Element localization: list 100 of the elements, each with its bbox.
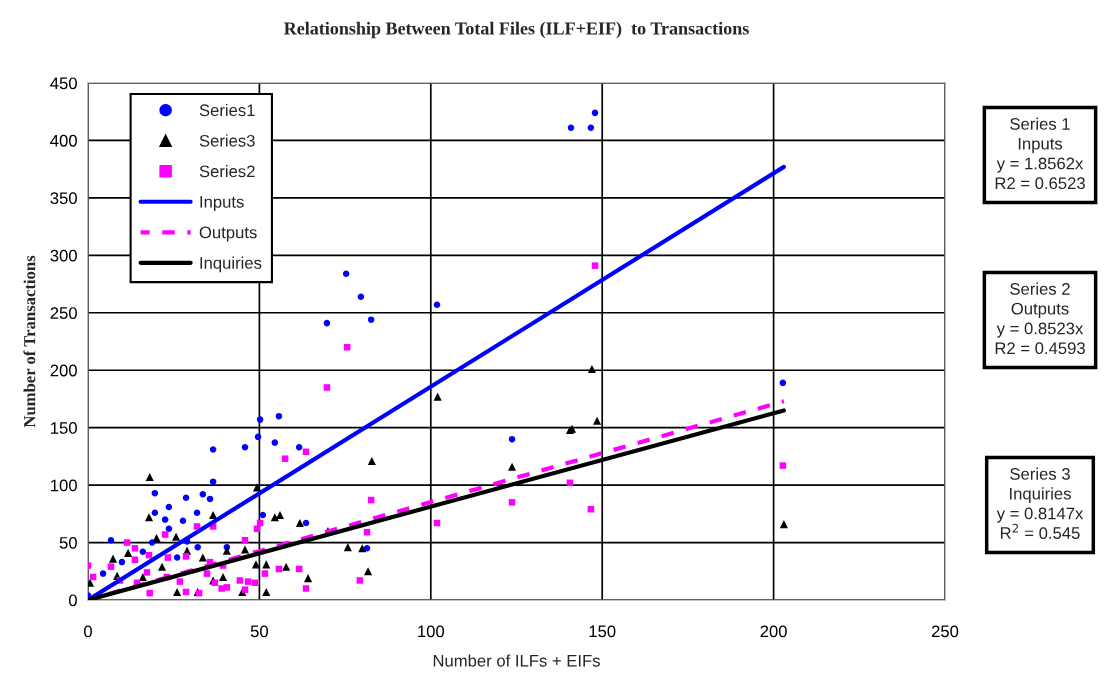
- point: [179, 517, 187, 524]
- y-tick-label: 450: [50, 77, 77, 90]
- y-tick-label: 350: [50, 192, 77, 205]
- point: [587, 124, 595, 132]
- point: [161, 516, 169, 523]
- point: [199, 491, 207, 498]
- x-tick-label: 150: [589, 625, 616, 638]
- point: [146, 589, 153, 597]
- text: Series 3 Inquiries y = 0.8147x R$^{2}$ = 0.545: [996, 467, 1084, 539]
- point: [107, 537, 115, 544]
- point: [99, 570, 107, 577]
- point: [281, 455, 289, 462]
- legend-label: Series3: [199, 134, 255, 147]
- y-tick-label: 150: [51, 422, 77, 434]
- point: [302, 585, 310, 592]
- point: [131, 545, 139, 552]
- point: [198, 553, 207, 562]
- point: [182, 553, 190, 560]
- point: [88, 578, 95, 587]
- point: [433, 392, 442, 401]
- point: [236, 577, 244, 584]
- point: [508, 499, 516, 506]
- point: [508, 435, 516, 443]
- point: [282, 562, 291, 571]
- point: [176, 578, 184, 585]
- x-tick-label: 250: [931, 625, 959, 638]
- point: [252, 483, 262, 492]
- point: [433, 301, 441, 308]
- point: [367, 456, 376, 466]
- point: [164, 554, 172, 561]
- point: [323, 319, 331, 327]
- y-tick-label: 400: [50, 134, 77, 147]
- point: [206, 495, 214, 503]
- point: [151, 489, 159, 497]
- point: [165, 525, 173, 533]
- point: [356, 577, 364, 584]
- point: [295, 443, 303, 451]
- y-tick-label: 100: [51, 479, 77, 492]
- point: [593, 416, 602, 425]
- point: [108, 554, 118, 563]
- point: [118, 558, 126, 566]
- point: [222, 546, 231, 555]
- x-axis-title: Number of ILFs + EIFs: [433, 654, 600, 667]
- x-tick-label: 50: [250, 625, 269, 638]
- x-tick-label: 0: [84, 625, 92, 638]
- point: [343, 343, 351, 351]
- legend-label: Outputs: [199, 226, 257, 242]
- point: [241, 443, 249, 451]
- point: [124, 548, 133, 557]
- point: [194, 543, 201, 551]
- point: [323, 384, 331, 391]
- y-tick-label: 50: [59, 536, 77, 549]
- point: [244, 578, 252, 585]
- point: [172, 532, 181, 541]
- point: [219, 572, 228, 582]
- text: Series 1 Inputs y = 1.8562x R2 = 0.6523: [995, 117, 1085, 190]
- y-tick-label: 300: [50, 249, 77, 262]
- point: [357, 293, 365, 300]
- y-axis-title: Number of Transactions: [23, 255, 36, 428]
- x-tick-label: 100: [418, 625, 445, 638]
- text: Series 2 Outputs y = 0.8523x R2 = 0.4593: [995, 282, 1085, 355]
- legend-label: Inquiries: [200, 256, 262, 273]
- point: [342, 270, 350, 277]
- point: [275, 412, 283, 420]
- point: [302, 519, 310, 527]
- point: [240, 545, 250, 554]
- legend-label: Inputs: [200, 196, 244, 212]
- point: [151, 509, 159, 516]
- point: [262, 587, 271, 597]
- point: [364, 567, 373, 576]
- point: [241, 537, 249, 544]
- point: [779, 520, 788, 529]
- point: [138, 572, 147, 582]
- point: [145, 473, 154, 482]
- point: [567, 124, 575, 132]
- point: [256, 416, 264, 423]
- point: [507, 462, 517, 471]
- chart-title: Relationship Between Total Files (ILF+EIF) to Transactions: [284, 21, 749, 39]
- point: [363, 545, 371, 552]
- point: [779, 379, 787, 387]
- point: [295, 518, 304, 528]
- point: [107, 563, 115, 570]
- point: [587, 365, 596, 374]
- point: [209, 478, 217, 485]
- point: [165, 503, 173, 511]
- legend-label: Series1: [199, 103, 255, 117]
- point: [304, 574, 313, 583]
- point: [209, 446, 217, 453]
- point: [144, 513, 154, 522]
- point: [254, 433, 262, 441]
- point: [591, 109, 599, 117]
- point: [259, 511, 267, 519]
- legend-label: Series2: [199, 164, 255, 178]
- point: [161, 531, 169, 538]
- point: [343, 543, 352, 552]
- y-tick-label: 250: [50, 307, 77, 319]
- point: [779, 462, 787, 469]
- point: [271, 439, 279, 446]
- point: [203, 570, 211, 577]
- point: [223, 584, 231, 591]
